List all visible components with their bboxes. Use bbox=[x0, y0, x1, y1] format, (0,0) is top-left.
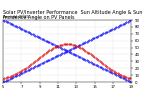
Text: Solar PV/Inverter Performance  Sun Altitude Angle & Sun Incidence Angle on PV Pa: Solar PV/Inverter Performance Sun Altitu… bbox=[3, 10, 143, 20]
Text: Annual 2019  ——: Annual 2019 —— bbox=[3, 15, 40, 19]
